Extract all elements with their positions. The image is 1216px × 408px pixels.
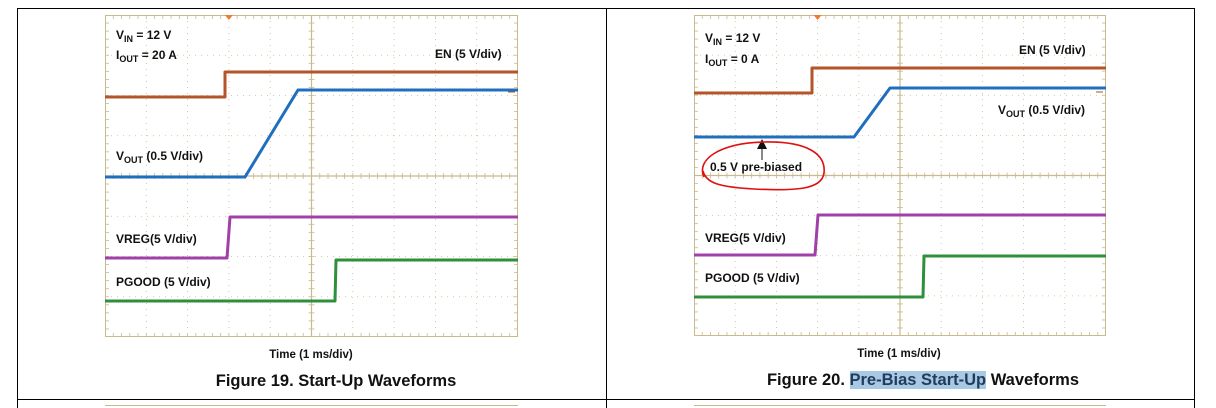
table-border-left [17, 8, 18, 408]
vin-label: VIN = 12 V [705, 31, 761, 47]
vreg-label: VREG(5 V/div) [705, 231, 786, 245]
table-border-middle [606, 8, 607, 408]
en-trace [694, 66, 1106, 95]
time-axis-label: Time (1 ms/div) [857, 348, 941, 360]
en-label: EN (5 V/div) [435, 47, 502, 61]
annotation-circle [701, 141, 825, 191]
table-border-right [1194, 8, 1195, 408]
en-trace [105, 70, 518, 99]
time-axis-label: Time (1 ms/div) [269, 349, 353, 361]
iout-label: IOUT = 20 A [116, 48, 177, 64]
oscilloscope-plot-fig19 [105, 15, 518, 337]
en-label: EN (5 V/div) [1019, 43, 1086, 57]
table-border-bottom [17, 399, 1195, 400]
vreg-trace [694, 213, 1106, 257]
vreg-label: VREG(5 V/div) [116, 232, 197, 246]
next-plot-top-right [694, 405, 1106, 406]
figure-caption: Figure 20. Pre-Bias Start-Up Waveforms [766, 371, 1080, 389]
pgood-trace [694, 254, 1106, 299]
vin-label: VIN = 12 V [116, 28, 172, 44]
caption-highlight: Pre-Bias Start-Up [849, 371, 987, 389]
vout-trace [694, 86, 1106, 139]
iout-label: IOUT = 0 A [705, 52, 760, 68]
trigger-marker-icon [224, 15, 233, 20]
vout-trace [105, 88, 518, 179]
annotation-arrow-icon [757, 139, 767, 149]
figure-caption: Figure 19. Start-Up Waveforms [215, 372, 457, 390]
trigger-marker-icon [813, 15, 822, 20]
pgood-label: PGOOD (5 V/div) [705, 271, 800, 285]
next-plot-top-left [105, 405, 518, 406]
vout-label: VOUT (0.5 V/div) [116, 149, 204, 165]
pre-bias-annotation: 0.5 V pre-biased [710, 160, 803, 174]
pgood-trace [105, 258, 518, 303]
oscilloscope-plot-fig20 [694, 15, 1106, 336]
vout-label: VOUT (0.5 V/div) [998, 103, 1086, 119]
vreg-trace [105, 215, 518, 260]
pgood-label: PGOOD (5 V/div) [116, 275, 211, 289]
